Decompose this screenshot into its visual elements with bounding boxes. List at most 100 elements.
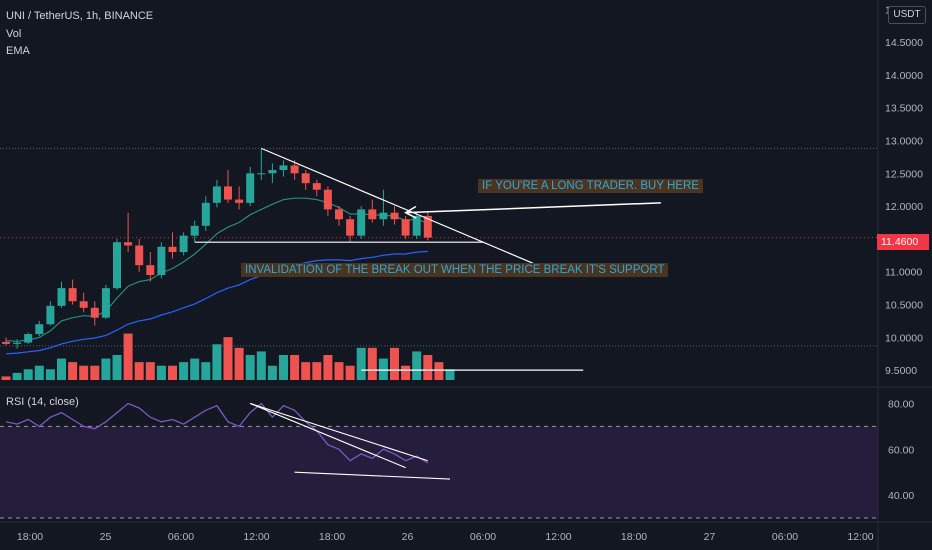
buy-arrow-line xyxy=(405,202,661,214)
candle-body xyxy=(357,209,366,236)
volume-bar xyxy=(101,358,111,380)
time-tick-label: 12:00 xyxy=(847,531,873,543)
candle-body xyxy=(224,186,232,200)
currency-unit-badge[interactable]: USDT xyxy=(888,6,926,24)
price-tick-label: 12.5000 xyxy=(885,168,923,180)
price-tick-label: 13.0000 xyxy=(885,136,923,148)
volume-bar xyxy=(412,351,422,380)
time-tick-label: 12:00 xyxy=(545,531,571,543)
rsi-line xyxy=(5,402,429,464)
candle-body xyxy=(246,173,255,203)
candle-body xyxy=(113,242,121,289)
candle-body xyxy=(279,165,288,171)
candle-body xyxy=(90,307,99,318)
trendline xyxy=(261,147,551,271)
ema-indicator-label[interactable]: EMA xyxy=(6,45,30,57)
price-tick-label: 13.5000 xyxy=(885,103,923,115)
volume-bar xyxy=(445,369,455,380)
volume-bar xyxy=(423,355,433,380)
volume-bar xyxy=(367,347,377,380)
price-tick-label: 9.5000 xyxy=(885,365,917,377)
volume-bar xyxy=(378,358,388,380)
volume-bar xyxy=(301,362,311,380)
time-tick-label: 18:00 xyxy=(621,531,647,543)
volume-bar xyxy=(45,369,55,380)
rsi-indicator-label[interactable]: RSI (14, close) xyxy=(6,396,79,408)
volume-bar xyxy=(190,358,200,380)
price-tick-label: 12.0000 xyxy=(885,201,923,213)
rsi-trendline xyxy=(250,402,428,462)
volume-indicator-label[interactable]: Vol xyxy=(6,28,22,40)
volume-bar xyxy=(323,355,333,380)
price-tick-label: 10.0000 xyxy=(885,332,923,344)
volume-bar xyxy=(12,372,22,380)
candle-body xyxy=(301,173,310,184)
time-tick-label: 27 xyxy=(704,531,716,543)
candle-body xyxy=(201,202,210,226)
price-tick-label: 11.0000 xyxy=(885,267,922,279)
price-tick-label: 14.0000 xyxy=(885,70,923,82)
candle-body xyxy=(124,242,133,246)
volume-bar xyxy=(79,365,89,380)
volume-bar xyxy=(1,376,11,380)
candle-body xyxy=(235,199,244,203)
rsi-tick-label: 60.00 xyxy=(888,444,914,456)
time-tick-label: 12:00 xyxy=(243,531,269,543)
time-tick-label: 18:00 xyxy=(319,531,345,543)
volume-bar xyxy=(68,362,78,380)
ema-slow-line xyxy=(5,250,428,355)
rsi-trendline xyxy=(294,471,451,480)
volume-bar xyxy=(401,365,411,380)
candle-body xyxy=(179,235,188,253)
rsi-band xyxy=(0,426,878,518)
candle-body xyxy=(157,246,166,276)
volume-bar xyxy=(334,362,344,380)
volume-bar xyxy=(123,333,133,380)
candle-body xyxy=(146,265,155,276)
candle-body xyxy=(24,334,33,343)
time-tick-label: 25 xyxy=(100,531,112,543)
candle-body xyxy=(390,212,399,220)
symbol-title[interactable]: UNI / TetherUS, 1h, BINANCE xyxy=(6,10,154,22)
candle-body xyxy=(335,209,343,220)
candle-body xyxy=(368,209,377,220)
time-tick-label: 26 xyxy=(402,531,414,543)
volume-bar xyxy=(168,365,177,380)
volume-bar xyxy=(145,362,155,380)
time-tick-label: 06:00 xyxy=(168,531,194,543)
candle-body xyxy=(412,215,421,236)
volume-bar xyxy=(256,351,266,380)
rsi-trendline xyxy=(249,402,406,469)
volume-bar xyxy=(23,369,33,380)
candle-body xyxy=(257,173,266,175)
candle-body xyxy=(13,342,22,344)
volume-bar xyxy=(201,362,211,380)
volume-bar xyxy=(245,355,255,380)
volume-bar xyxy=(434,362,444,380)
candle-body xyxy=(268,170,277,174)
candle-body xyxy=(57,288,66,306)
last-price-tag: 11.4600 xyxy=(877,234,929,250)
rsi-tick-label: 80.00 xyxy=(888,398,914,410)
volume-bar xyxy=(345,365,355,380)
candle-body xyxy=(35,324,44,335)
volume-bar xyxy=(390,347,399,380)
volume-bar xyxy=(134,362,144,380)
candle-body xyxy=(290,165,299,174)
volume-bar xyxy=(212,344,222,380)
candle-body xyxy=(101,288,110,318)
candle-body xyxy=(312,183,321,190)
volume-bar xyxy=(279,355,288,380)
candle-body xyxy=(423,215,432,238)
invalidation-annotation[interactable]: INVALIDATION OF THE BREAK OUT WHEN THE P… xyxy=(241,263,669,277)
volume-bar xyxy=(57,358,66,380)
candle-body xyxy=(323,189,332,210)
volume-bar xyxy=(267,365,277,380)
volume-bar xyxy=(290,355,300,380)
candle-body xyxy=(68,288,77,302)
volume-bar xyxy=(156,365,166,380)
time-tick-label: 06:00 xyxy=(470,531,496,543)
buy-here-annotation[interactable]: IF YOU'RE A LONG TRADER. BUY HERE xyxy=(478,179,703,193)
volume-bar xyxy=(34,365,44,380)
